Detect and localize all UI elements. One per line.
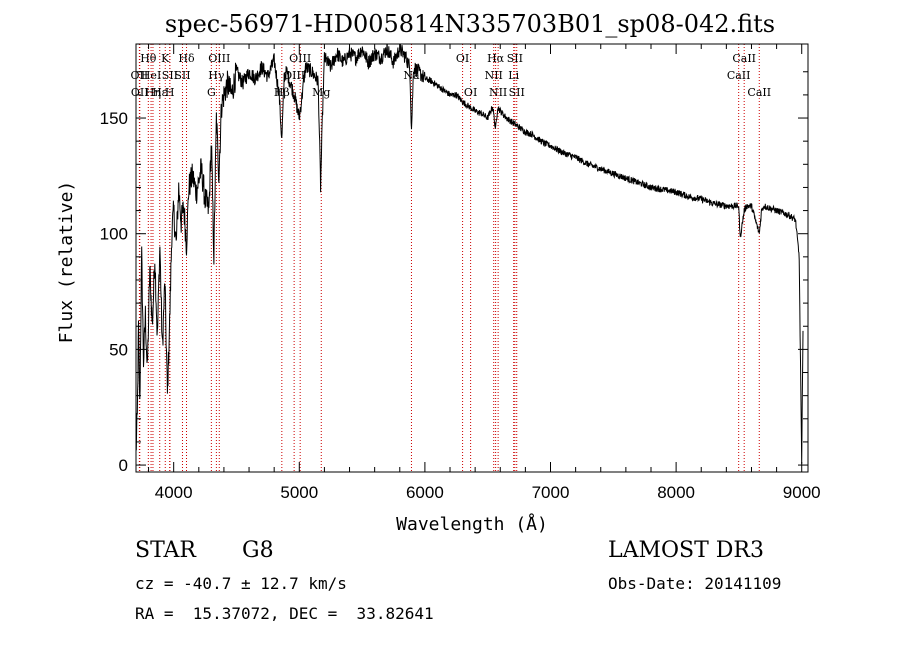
line-label: H (165, 86, 175, 99)
line-label: Hε (152, 86, 168, 99)
obs-date: Obs-Date: 20141109 (608, 574, 782, 593)
x-axis: 4000 5000 6000 7000 8000 9000 (148, 44, 821, 502)
line-label: CaII (727, 69, 751, 82)
line-label: OII (131, 69, 149, 82)
x-tick-label: 8000 (657, 483, 695, 502)
line-label: Hα (487, 52, 505, 65)
line-label: Hγ (208, 69, 225, 82)
line-label: Hδ (178, 52, 195, 65)
line-label: SII (174, 69, 190, 82)
redshift-cz: cz = -40.7 ± 12.7 km/s (135, 574, 347, 593)
flux-series-line (135, 43, 804, 464)
line-label: OI (464, 86, 477, 99)
line-label: Li (508, 69, 519, 82)
x-tick-label: 9000 (783, 483, 821, 502)
plot-frame (135, 43, 809, 473)
chart-title: spec-56971-HD005814N335703B01_sp08-042.f… (165, 10, 775, 38)
line-label: NII (489, 86, 507, 99)
x-tick-label: 6000 (406, 483, 444, 502)
line-label: K (161, 52, 170, 65)
line-label: Hη (145, 86, 161, 99)
line-label: SII (507, 52, 523, 65)
y-tick-label: 0 (119, 456, 128, 475)
survey-name: LAMOST DR3 (608, 538, 764, 563)
line-label: Mg (312, 86, 330, 99)
y-tick-label: 50 (109, 340, 128, 359)
spectral-line-markers (138, 44, 760, 472)
spectral-line-labels: OIIOIIHθHeIHηHεKHSIIHδSIIGHγOIIIHβOIIIOI… (131, 52, 772, 99)
y-tick-label: 150 (100, 109, 128, 128)
line-label: CaII (747, 86, 771, 99)
line-label: SII (509, 86, 525, 99)
line-label: CaII (732, 52, 756, 65)
y-axis: 0 50 100 150 (100, 71, 808, 475)
line-label: OI (456, 52, 469, 65)
line-label: HeI (141, 69, 161, 82)
x-tick-label: 7000 (532, 483, 570, 502)
line-label: NII (485, 69, 503, 82)
line-label: Hθ (140, 52, 157, 65)
x-tick-label: 5000 (280, 483, 318, 502)
line-label: Hβ (274, 86, 290, 99)
line-label: SII (162, 69, 178, 82)
object-subclass: G8 (242, 538, 274, 563)
x-tick-label: 4000 (155, 483, 193, 502)
y-axis-label: Flux (relative) (56, 181, 77, 344)
x-axis-label: Wavelength (Å) (396, 513, 548, 535)
ra-dec: RA = 15.37072, DEC = 33.82641 (135, 604, 434, 623)
line-label: OIII (208, 52, 230, 65)
line-label: OII (131, 86, 149, 99)
object-class: STAR (135, 538, 196, 563)
line-label: OIII (289, 52, 311, 65)
line-label: G (207, 86, 216, 99)
y-tick-label: 100 (100, 225, 128, 244)
